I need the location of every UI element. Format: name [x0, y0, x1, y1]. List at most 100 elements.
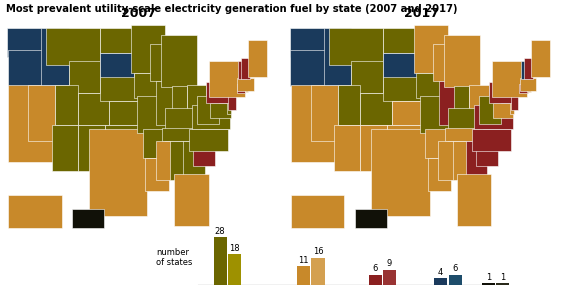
Title: 2007: 2007: [121, 7, 156, 20]
Bar: [519, 84, 528, 93]
Bar: [471, 128, 511, 151]
Bar: [100, 77, 140, 101]
Bar: [311, 85, 338, 141]
Bar: [170, 141, 186, 180]
Bar: [237, 84, 245, 93]
Bar: [361, 93, 392, 125]
Bar: [189, 128, 228, 151]
Bar: [371, 129, 430, 216]
Bar: [338, 85, 361, 125]
Bar: [7, 28, 42, 56]
Bar: [137, 96, 167, 133]
Bar: [69, 60, 100, 93]
Bar: [72, 209, 104, 228]
Text: number
of states: number of states: [156, 248, 192, 268]
Bar: [227, 103, 231, 114]
Bar: [145, 158, 168, 191]
Bar: [369, 275, 382, 285]
Title: 2017: 2017: [404, 7, 439, 20]
Bar: [511, 90, 518, 110]
Bar: [445, 128, 484, 141]
Bar: [493, 103, 514, 118]
Bar: [466, 141, 488, 179]
Bar: [172, 86, 186, 119]
Bar: [228, 90, 235, 110]
Bar: [434, 278, 447, 285]
Bar: [355, 209, 387, 228]
Bar: [245, 85, 248, 92]
Bar: [453, 141, 469, 180]
Text: 4: 4: [438, 268, 443, 277]
Bar: [52, 125, 78, 171]
Text: 9: 9: [387, 259, 392, 268]
Bar: [162, 128, 201, 141]
Text: 1: 1: [500, 273, 505, 282]
Text: 16: 16: [313, 247, 323, 256]
Bar: [165, 108, 200, 129]
Text: Most prevalent utility-scale electricity generation fuel by state (2007 and 2017: Most prevalent utility-scale electricity…: [6, 4, 457, 14]
Bar: [183, 141, 205, 179]
Bar: [383, 28, 417, 53]
Bar: [290, 28, 325, 56]
Bar: [150, 43, 178, 81]
Bar: [324, 28, 351, 85]
Bar: [457, 174, 492, 226]
Bar: [105, 125, 144, 153]
Bar: [297, 266, 310, 285]
Bar: [238, 77, 254, 91]
Bar: [329, 28, 383, 65]
Bar: [335, 125, 361, 171]
Bar: [448, 275, 462, 285]
Bar: [242, 58, 250, 79]
Bar: [143, 129, 165, 158]
Bar: [156, 81, 177, 125]
Bar: [162, 35, 197, 87]
Bar: [474, 105, 512, 129]
Bar: [455, 86, 469, 119]
Bar: [531, 40, 550, 77]
Bar: [109, 101, 143, 125]
Bar: [492, 60, 527, 97]
Bar: [186, 85, 206, 114]
Bar: [55, 85, 78, 125]
Bar: [238, 60, 246, 79]
Bar: [8, 50, 44, 86]
Bar: [433, 43, 460, 81]
Bar: [206, 82, 232, 103]
Bar: [439, 141, 455, 180]
Bar: [88, 129, 148, 216]
Bar: [100, 28, 134, 53]
Bar: [291, 85, 338, 162]
Bar: [193, 140, 215, 166]
Bar: [290, 50, 327, 86]
Bar: [312, 258, 325, 285]
Bar: [197, 96, 219, 124]
Bar: [156, 141, 172, 180]
Text: 11: 11: [298, 256, 309, 265]
Bar: [78, 93, 109, 125]
Bar: [209, 60, 245, 97]
Bar: [527, 85, 531, 92]
Bar: [489, 82, 515, 103]
Bar: [291, 195, 344, 228]
Bar: [479, 96, 501, 124]
Bar: [228, 254, 241, 285]
Bar: [416, 73, 445, 98]
Text: 6: 6: [452, 264, 458, 274]
Bar: [520, 77, 537, 91]
Bar: [78, 125, 105, 171]
Bar: [444, 35, 480, 87]
Bar: [475, 140, 498, 166]
Bar: [383, 77, 422, 101]
Bar: [524, 58, 533, 79]
Bar: [174, 174, 209, 226]
Text: 28: 28: [215, 227, 226, 236]
Bar: [510, 103, 514, 114]
Bar: [496, 283, 509, 285]
Bar: [41, 28, 69, 85]
Bar: [9, 85, 55, 162]
Bar: [439, 81, 459, 125]
Bar: [383, 270, 396, 285]
Bar: [383, 53, 417, 81]
Text: 18: 18: [229, 244, 240, 253]
